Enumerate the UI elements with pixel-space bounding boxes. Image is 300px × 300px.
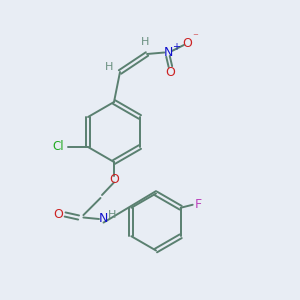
Text: H: H: [108, 210, 117, 220]
Text: O: O: [109, 173, 119, 187]
Text: +: +: [172, 42, 180, 52]
Text: O: O: [166, 66, 175, 80]
Text: H: H: [105, 62, 114, 73]
Text: O: O: [53, 208, 63, 221]
Text: F: F: [195, 198, 202, 211]
Text: O: O: [183, 37, 192, 50]
Text: Cl: Cl: [53, 140, 64, 154]
Text: N: N: [163, 46, 173, 59]
Text: H: H: [140, 37, 149, 47]
Text: ⁻: ⁻: [192, 32, 198, 43]
Text: N: N: [99, 212, 108, 226]
